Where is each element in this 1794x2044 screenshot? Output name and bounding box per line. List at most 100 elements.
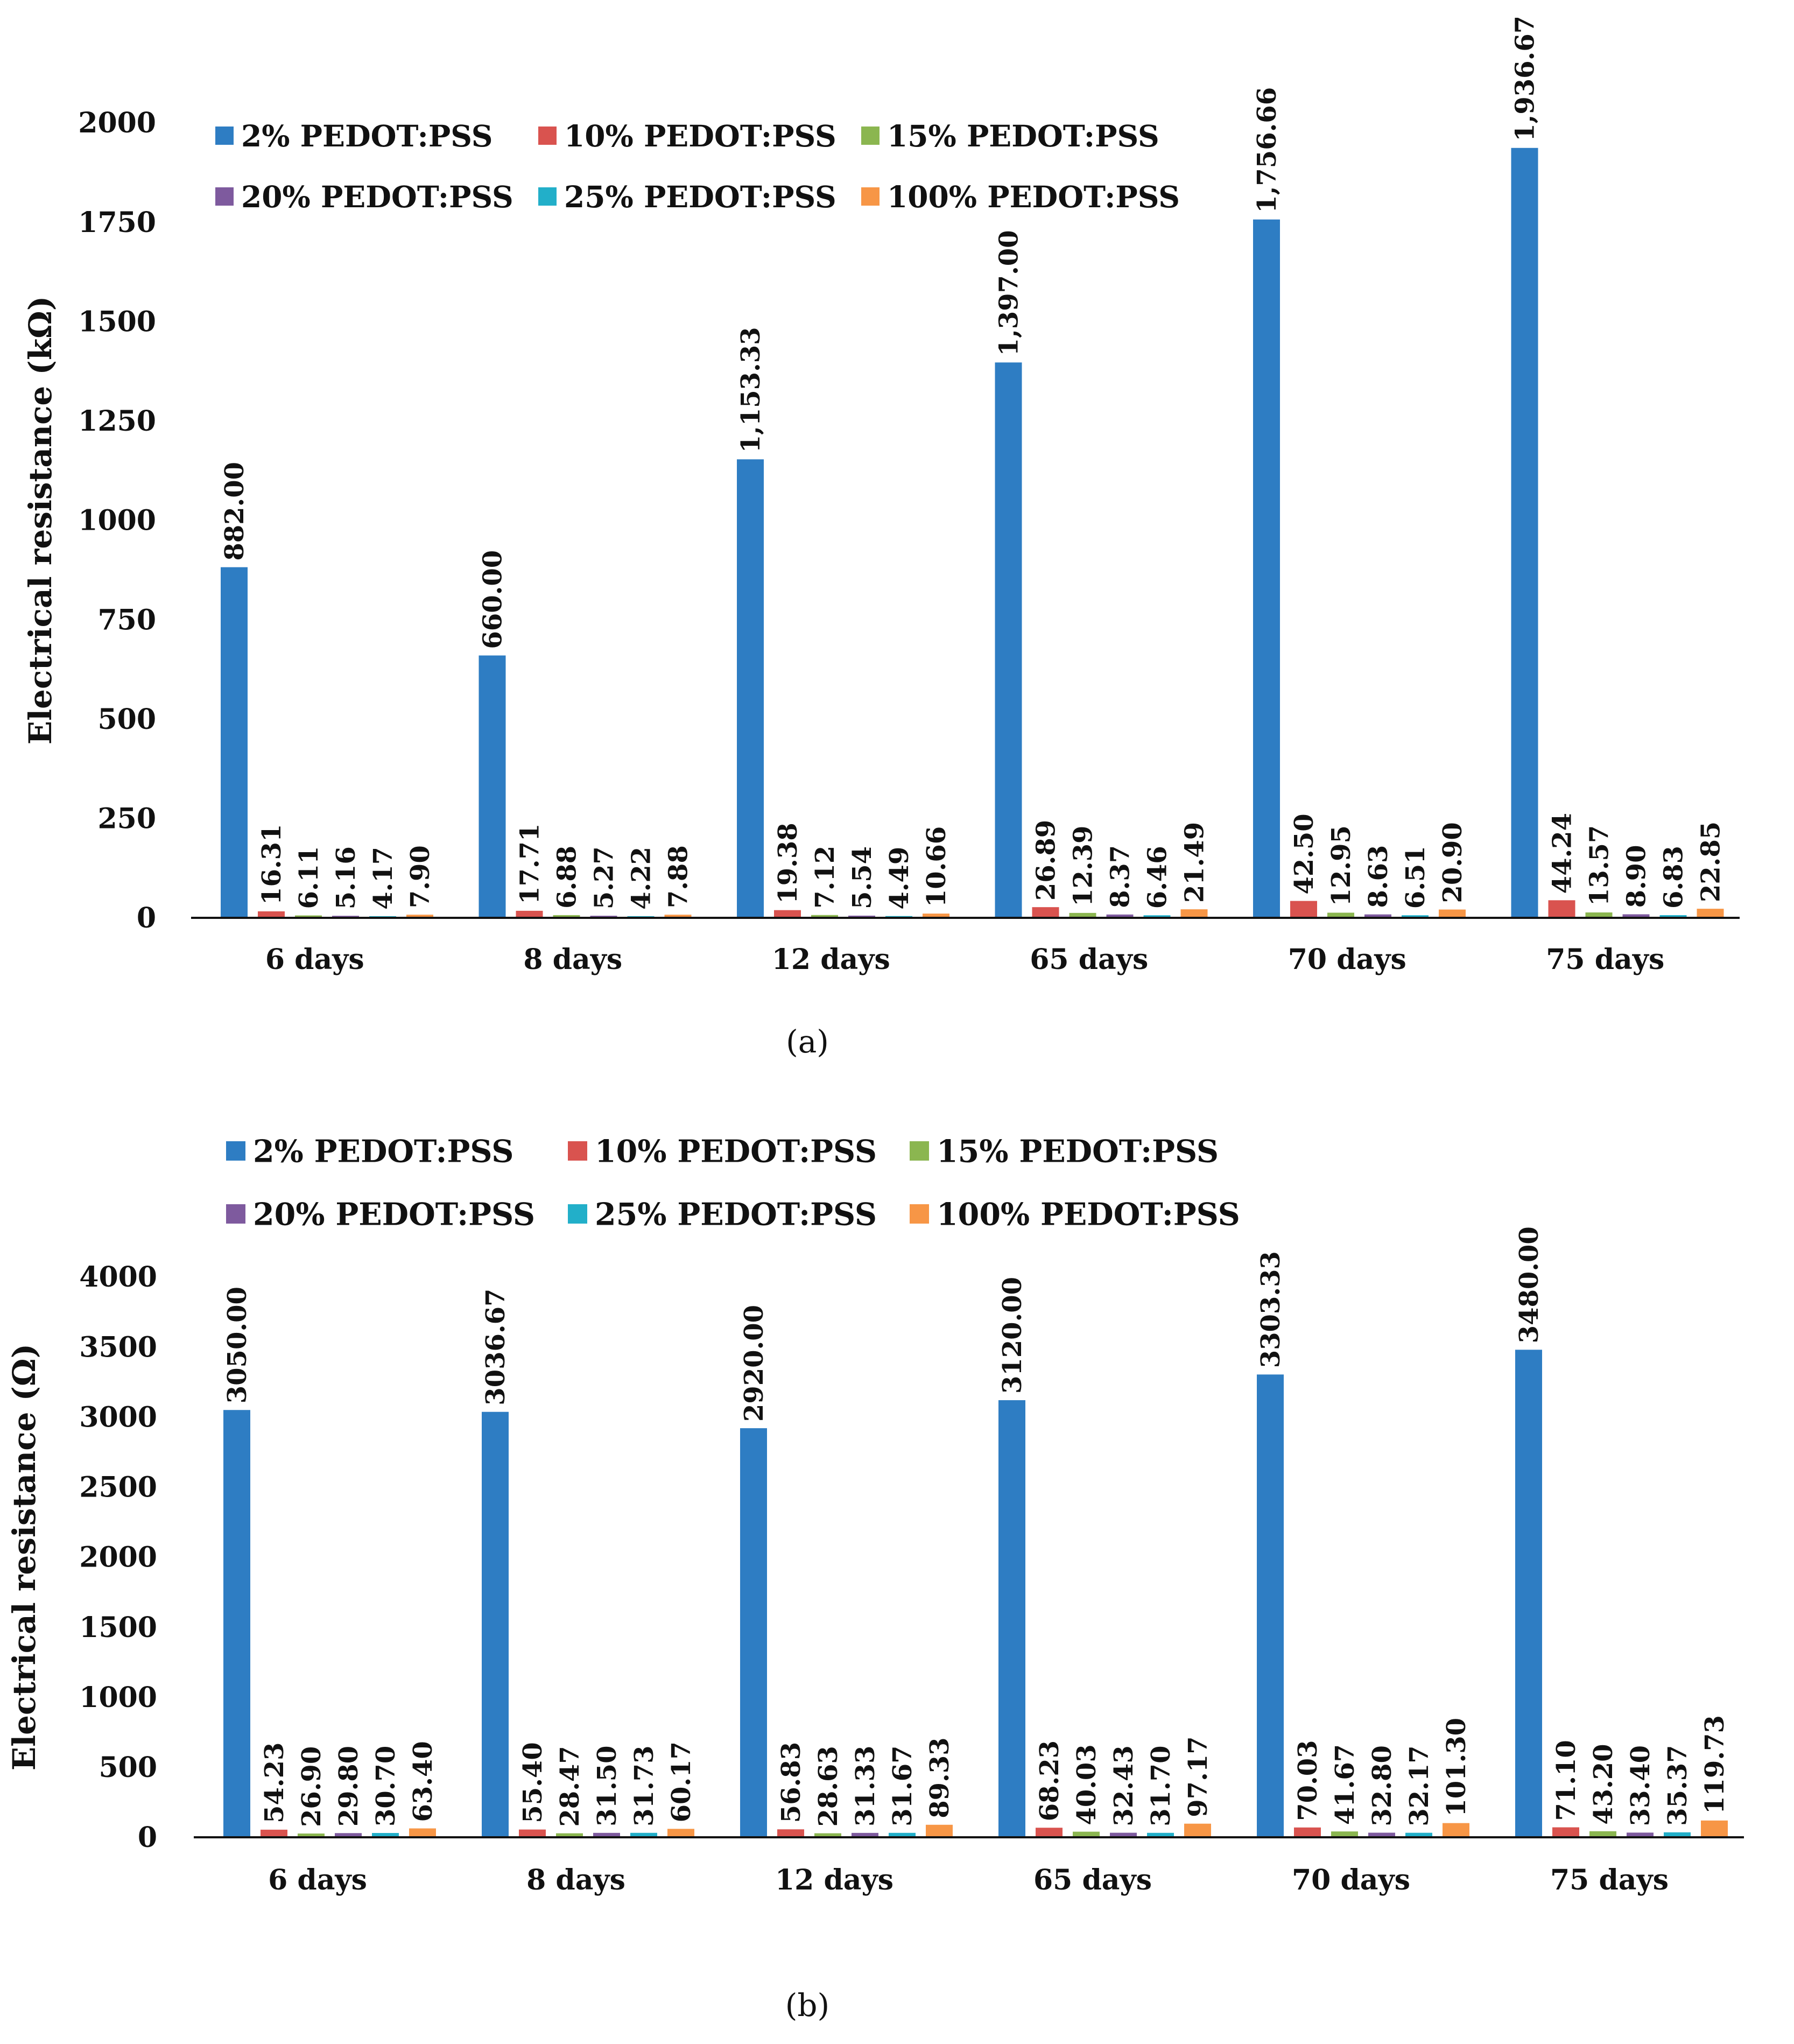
bar	[1439, 909, 1466, 918]
data-label: 5.54	[847, 846, 877, 909]
legend-label: 25% PEDOT:PSS	[564, 179, 836, 214]
data-label: 3050.00	[222, 1287, 252, 1403]
legend-label: 15% PEDOT:PSS	[887, 118, 1159, 153]
data-label: 3480.00	[1514, 1226, 1544, 1343]
bar	[1036, 1828, 1063, 1837]
bar	[1327, 912, 1354, 918]
bar	[740, 1428, 767, 1837]
data-label: 30.70	[371, 1746, 401, 1827]
data-label: 13.57	[1584, 825, 1614, 906]
bar	[261, 1829, 287, 1837]
data-label: 6.11	[294, 846, 324, 909]
bar	[1664, 1832, 1691, 1837]
x-tick-label: 8 days	[526, 1864, 625, 1897]
data-label: 16.31	[257, 824, 287, 905]
y-tick-label: 3000	[79, 1401, 157, 1434]
bar	[923, 914, 949, 918]
x-tick-label: 70 days	[1292, 1864, 1410, 1897]
bar	[1368, 1832, 1395, 1837]
y-axis-title: Electrical resistance (Ω)	[6, 1344, 43, 1771]
bar	[335, 1833, 362, 1837]
legend-swatch	[226, 1204, 245, 1224]
data-label: 4.49	[884, 847, 914, 910]
bar	[1405, 1832, 1432, 1837]
bar	[556, 1833, 583, 1837]
bar	[1290, 901, 1317, 918]
x-tick-label: 8 days	[523, 943, 622, 976]
bar	[1147, 1832, 1174, 1837]
figure-caption: (a)	[786, 1023, 829, 1060]
bar	[1331, 1831, 1358, 1837]
bar	[1701, 1820, 1728, 1837]
data-label: 4.17	[368, 847, 398, 910]
data-label: 5.27	[589, 846, 619, 909]
data-label: 12.95	[1326, 825, 1356, 906]
x-tick-label: 75 days	[1550, 1864, 1669, 1897]
data-label: 7.90	[405, 845, 435, 908]
x-tick-label: 70 days	[1288, 943, 1406, 976]
data-label: 33.40	[1626, 1745, 1656, 1826]
legend-swatch	[568, 1141, 587, 1161]
bar	[777, 1829, 804, 1837]
data-label: 32.17	[1404, 1745, 1434, 1826]
data-label: 28.47	[555, 1746, 585, 1827]
data-label: 71.10	[1551, 1740, 1581, 1821]
legend-swatch	[215, 127, 234, 145]
bar	[1511, 147, 1538, 918]
data-label: 40.03	[1072, 1744, 1102, 1825]
data-label: 31.33	[850, 1746, 881, 1827]
data-label: 3303.33	[1256, 1251, 1286, 1368]
bar	[406, 915, 433, 918]
data-label: 1,153.33	[736, 327, 766, 453]
bar	[814, 1833, 841, 1837]
legend-swatch	[538, 187, 557, 206]
legend-label: 2% PEDOT:PSS	[253, 1134, 513, 1170]
data-label: 32.80	[1367, 1745, 1397, 1826]
y-tick-label: 1500	[78, 305, 156, 338]
bar	[848, 915, 875, 918]
bar	[852, 1832, 878, 1837]
bar	[1697, 909, 1724, 918]
data-label: 26.89	[1031, 820, 1061, 901]
data-label: 101.30	[1441, 1718, 1472, 1817]
data-label: 119.73	[1700, 1715, 1730, 1814]
y-tick-label: 1000	[78, 504, 156, 537]
y-tick-label: 1500	[79, 1611, 157, 1644]
bar	[1364, 914, 1391, 918]
bar	[1184, 1823, 1211, 1837]
data-label: 1,936.67	[1510, 16, 1540, 142]
bar	[1110, 1832, 1137, 1837]
y-tick-label: 1750	[78, 206, 156, 239]
bar	[1589, 1831, 1616, 1837]
y-tick-label: 0	[138, 1821, 157, 1854]
data-label: 7.12	[810, 846, 840, 909]
bar	[553, 915, 580, 918]
bar	[223, 1410, 250, 1837]
bar	[1443, 1823, 1469, 1837]
data-label: 70.03	[1293, 1740, 1323, 1821]
bar	[1106, 914, 1134, 918]
legend-swatch	[910, 1204, 929, 1224]
data-label: 6.46	[1142, 846, 1172, 909]
data-label: 35.37	[1663, 1745, 1693, 1825]
data-label: 89.33	[925, 1737, 955, 1818]
bar	[1253, 219, 1280, 918]
legend-label: 10% PEDOT:PSS	[564, 118, 836, 153]
y-axis-title: Electrical resistance (kΩ)	[22, 296, 59, 744]
bar	[479, 655, 506, 918]
data-label: 32.43	[1109, 1745, 1139, 1826]
bar	[409, 1828, 436, 1837]
figure-caption: (b)	[785, 1987, 829, 2024]
bar	[295, 915, 322, 918]
y-tick-label: 2000	[79, 1541, 157, 1574]
data-label: 7.88	[663, 845, 693, 908]
data-label: 3120.00	[997, 1277, 1028, 1394]
bar	[516, 910, 543, 918]
data-label: 31.70	[1146, 1745, 1176, 1826]
y-tick-label: 250	[97, 803, 156, 835]
data-label: 60.17	[666, 1741, 697, 1822]
data-label: 8.63	[1363, 845, 1394, 908]
bar	[1622, 914, 1650, 918]
bar	[258, 911, 285, 918]
bar	[1548, 900, 1575, 918]
